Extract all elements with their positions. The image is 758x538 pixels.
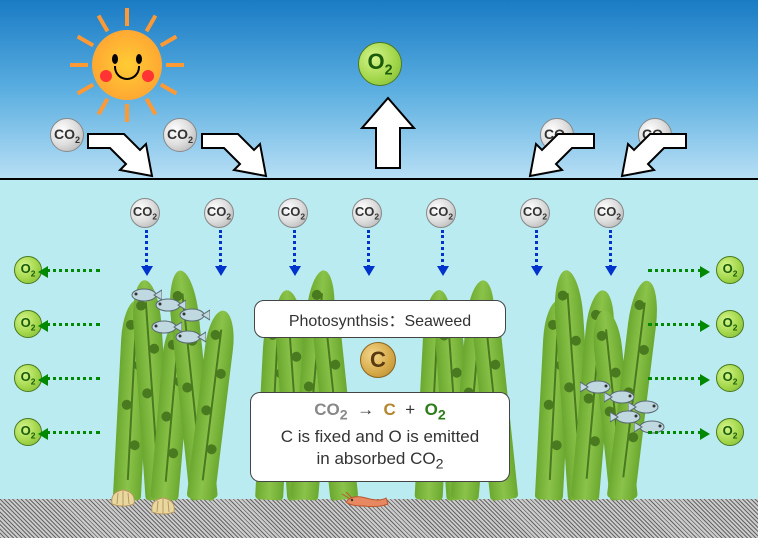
sun-icon [92, 30, 162, 100]
sun-mouth [114, 66, 140, 80]
photosynthesis-label: Photosynthsis：Seaweed [289, 313, 471, 330]
sun-eye [136, 54, 142, 64]
leaf-spot [201, 405, 212, 416]
co2-absorb-arrow [441, 230, 444, 268]
leaf-spot [610, 367, 621, 378]
leaf-spot [571, 335, 582, 346]
sun-cheek [142, 70, 154, 82]
co2-absorbed: CO2 [520, 198, 550, 228]
o2-emit-arrow [648, 323, 702, 326]
leaf-spot [583, 393, 594, 404]
co2-molecule: CO2 [50, 118, 84, 152]
o2-up-arrow [360, 96, 416, 177]
co2-absorb-arrow [293, 230, 296, 268]
co2-absorb-arrow [535, 230, 538, 268]
o2-emit-arrow [46, 323, 100, 326]
leaf-spot [330, 359, 341, 370]
leaf-spot [490, 359, 501, 370]
co2-absorbed: CO2 [130, 198, 160, 228]
sun-cheek [100, 70, 112, 82]
o2-emit-arrow [46, 377, 100, 380]
sun-eye [112, 54, 118, 64]
leaf-spot [121, 399, 132, 410]
co2-molecule: CO2 [163, 118, 197, 152]
co2-down-arrow [86, 132, 156, 189]
leaf-spot [149, 343, 160, 354]
leaf-spot [142, 388, 153, 399]
o2-emit-arrow [648, 377, 702, 380]
shrimp-icon [340, 492, 390, 515]
o2-emit-arrow [46, 269, 100, 272]
co2-down-arrow [200, 132, 270, 189]
equation-box: CO2 → C + O2C is fixed and O is emittedi… [250, 392, 510, 482]
leaf-spot [291, 351, 302, 362]
leaf-spot [596, 330, 607, 341]
co2-absorb-arrow [219, 230, 222, 268]
co2-absorbed: CO2 [278, 198, 308, 228]
co2-down-arrow [618, 132, 688, 189]
co2-absorbed: CO2 [204, 198, 234, 228]
leaf-spot [215, 368, 226, 379]
sun-ray [125, 104, 129, 122]
o2-side: O2 [716, 418, 744, 446]
carbon-fixed: C [360, 342, 396, 378]
fish-icon [178, 308, 210, 322]
leaf-spot [161, 411, 172, 422]
sun-ray [70, 63, 88, 67]
leaf-spot [168, 448, 179, 459]
o2-side: O2 [716, 310, 744, 338]
shell-icon [148, 494, 178, 521]
fish-icon [174, 330, 206, 344]
o2-emit-arrow [46, 431, 100, 434]
shell-icon [108, 486, 138, 513]
o2-emit-arrow [648, 431, 702, 434]
leaf-spot [182, 382, 193, 393]
photosynthesis-label-box: Photosynthsis：Seaweed [254, 300, 506, 338]
leaf-spot [557, 290, 568, 301]
leaf-spot [551, 440, 562, 451]
co2-absorbed: CO2 [594, 198, 624, 228]
o2-emit-arrow [648, 269, 702, 272]
sun-ray [125, 8, 129, 26]
co2-absorb-arrow [609, 230, 612, 268]
o2-emitted: O2 [358, 42, 402, 86]
co2-absorbed: CO2 [352, 198, 382, 228]
co2-absorb-arrow [367, 230, 370, 268]
co2-absorbed: CO2 [426, 198, 456, 228]
leaf-spot [129, 440, 140, 451]
leaf-spot [303, 381, 314, 392]
leaf-spot [311, 289, 322, 300]
leaf-spot [210, 329, 221, 340]
o2-side: O2 [716, 364, 744, 392]
sun-ray [166, 63, 184, 67]
leaf-spot [638, 344, 649, 355]
leaf-spot [634, 299, 645, 310]
co2-down-arrow [526, 132, 596, 189]
co2-absorb-arrow [145, 230, 148, 268]
o2-side: O2 [716, 256, 744, 284]
leaf-spot [543, 399, 554, 410]
leaf-spot [206, 444, 217, 455]
leaf-spot [564, 382, 575, 393]
leaf-spot [590, 436, 601, 447]
